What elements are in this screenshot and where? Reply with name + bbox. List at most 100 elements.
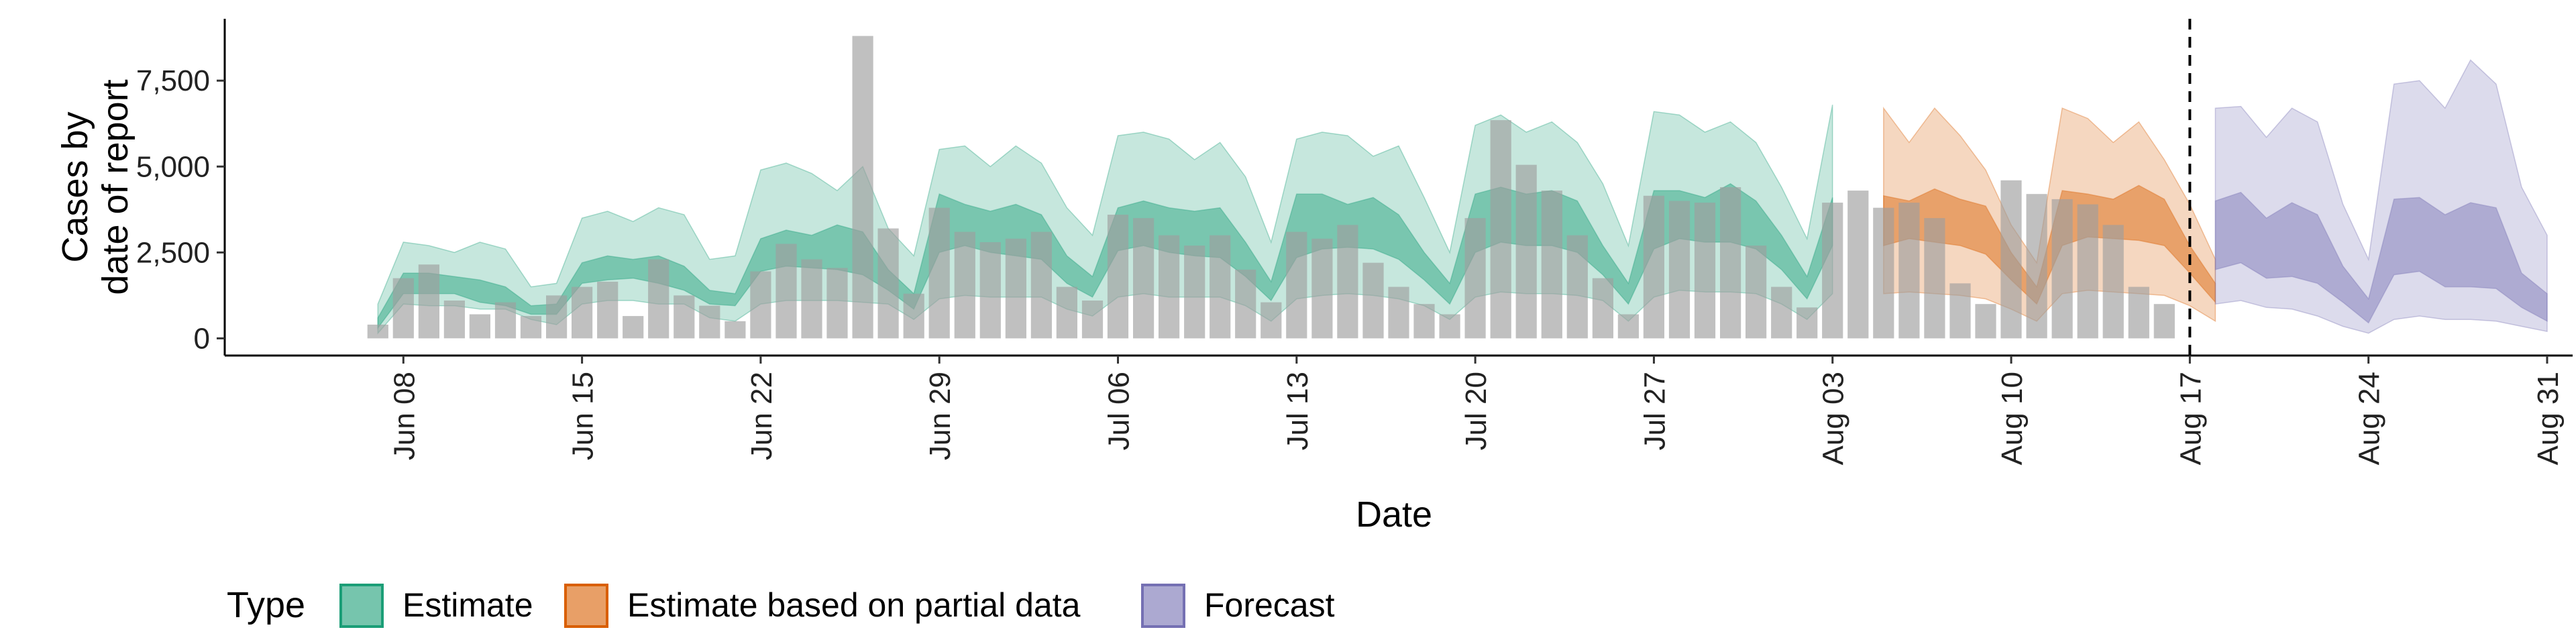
case-bar xyxy=(1286,231,1307,339)
case-bar xyxy=(979,242,1001,339)
case-bar xyxy=(1720,187,1741,339)
x-tick-label: Jul 20 xyxy=(1460,372,1493,450)
case-bar xyxy=(2026,194,2047,339)
case-bar xyxy=(1235,269,1256,339)
case-bar xyxy=(801,259,822,339)
case-bar xyxy=(2102,225,2124,339)
case-bar xyxy=(724,321,746,339)
case-bar xyxy=(443,301,465,339)
legend-label-3: Forecast xyxy=(1204,586,1335,624)
case-bar xyxy=(1107,215,1129,339)
case-bar xyxy=(928,207,950,339)
case-bar xyxy=(1822,203,1843,339)
case-bar xyxy=(1746,246,1767,339)
case-bar xyxy=(1924,218,1945,339)
case-bar xyxy=(1668,201,1690,339)
case-bar xyxy=(1515,164,1537,339)
case-bar xyxy=(1643,195,1664,339)
case-bar xyxy=(1362,262,1384,339)
y-tick-label: 2,500 xyxy=(136,236,210,269)
case-bar xyxy=(418,264,439,339)
x-tick-label: Aug 31 xyxy=(2532,372,2565,465)
case-bar xyxy=(775,244,797,339)
x-tick-label: Jul 27 xyxy=(1638,372,1671,450)
case-bar xyxy=(546,295,568,339)
case-bar xyxy=(2000,180,2022,339)
x-tick-label: Aug 10 xyxy=(1996,372,2029,465)
y-tick-label: 5,000 xyxy=(136,150,210,183)
legend-title: Type xyxy=(227,585,305,625)
case-bar xyxy=(494,302,517,339)
case-bar xyxy=(1439,314,1460,339)
x-tick-label: Jul 06 xyxy=(1103,372,1136,450)
case-bar xyxy=(392,278,414,339)
y-axis-title-line: Cases by xyxy=(55,111,95,262)
case-bar xyxy=(1796,307,1818,339)
case-bar xyxy=(1184,246,1205,339)
case-bar xyxy=(852,36,873,339)
case-bar xyxy=(1337,225,1358,339)
case-bar xyxy=(1592,278,1613,339)
case-bar xyxy=(1388,286,1409,339)
case-bar xyxy=(1464,218,1486,339)
case-bar xyxy=(2077,204,2098,339)
interval-bands xyxy=(377,59,2548,335)
case-bar xyxy=(1566,235,1588,339)
x-tick-label: Jul 13 xyxy=(1281,372,1314,450)
case-bar xyxy=(750,271,771,339)
case-bar xyxy=(623,316,644,339)
case-bar xyxy=(826,268,848,339)
y-axis-title-line: date of report xyxy=(95,79,136,294)
case-bar xyxy=(1771,286,1792,339)
band-90-series-2 xyxy=(2214,59,2548,334)
case-bar xyxy=(1005,238,1026,339)
case-bar xyxy=(1311,238,1333,339)
case-bar xyxy=(877,228,899,339)
legend-label-2: Estimate based on partial data xyxy=(627,586,1081,624)
case-bar xyxy=(699,305,720,339)
legend-label-1: Estimate xyxy=(402,586,533,624)
case-bar xyxy=(1159,235,1180,339)
reported-case-bars xyxy=(367,36,2175,339)
x-tick-label: Jun 22 xyxy=(745,372,778,460)
case-bar xyxy=(954,231,975,339)
case-bar xyxy=(1056,286,1077,339)
case-bar xyxy=(1898,203,1920,339)
case-bar xyxy=(1617,314,1639,339)
case-bar xyxy=(2051,199,2073,339)
x-tick-label: Aug 03 xyxy=(1817,372,1850,465)
case-bar xyxy=(469,314,490,339)
case-bar xyxy=(520,316,542,339)
case-bar xyxy=(1949,283,1971,339)
y-axis-title: Cases bydate of report xyxy=(55,79,136,294)
x-tick-label: Jun 15 xyxy=(567,372,600,460)
case-bar xyxy=(1210,235,1231,339)
case-bar xyxy=(1490,120,1511,339)
case-bar xyxy=(1030,231,1052,339)
x-tick-label: Jun 08 xyxy=(388,372,421,460)
y-axis-title-text: Cases bydate of report xyxy=(55,79,136,294)
band-90-series-0 xyxy=(377,104,1833,335)
case-bar xyxy=(1260,302,1282,339)
axes: 0 2,500 5,000 7,500 Jun 08 Jun 15 Jun 22 Jun 29… xyxy=(136,19,2573,465)
case-bar xyxy=(903,293,924,339)
case-bar xyxy=(1541,191,1562,339)
x-tick-label: Aug 17 xyxy=(2174,372,2207,465)
case-bar xyxy=(2153,304,2175,339)
case-bar xyxy=(572,286,593,339)
case-bar xyxy=(367,324,388,339)
legend-key-3 xyxy=(1141,584,1185,628)
case-bar xyxy=(648,259,669,339)
case-bar xyxy=(674,295,695,339)
legend: Type Estimate Estimate based on partial da… xyxy=(227,584,1335,628)
y-tick-label: 7,500 xyxy=(136,64,210,97)
case-bar xyxy=(1133,218,1155,339)
case-bar xyxy=(1413,304,1435,339)
y-tick-label: 0 xyxy=(194,322,210,355)
case-bar xyxy=(1694,203,1716,339)
case-bar xyxy=(597,281,619,339)
x-tick-label: Aug 24 xyxy=(2353,372,2386,465)
legend-key-2 xyxy=(564,584,608,628)
legend-key-1 xyxy=(339,584,384,628)
